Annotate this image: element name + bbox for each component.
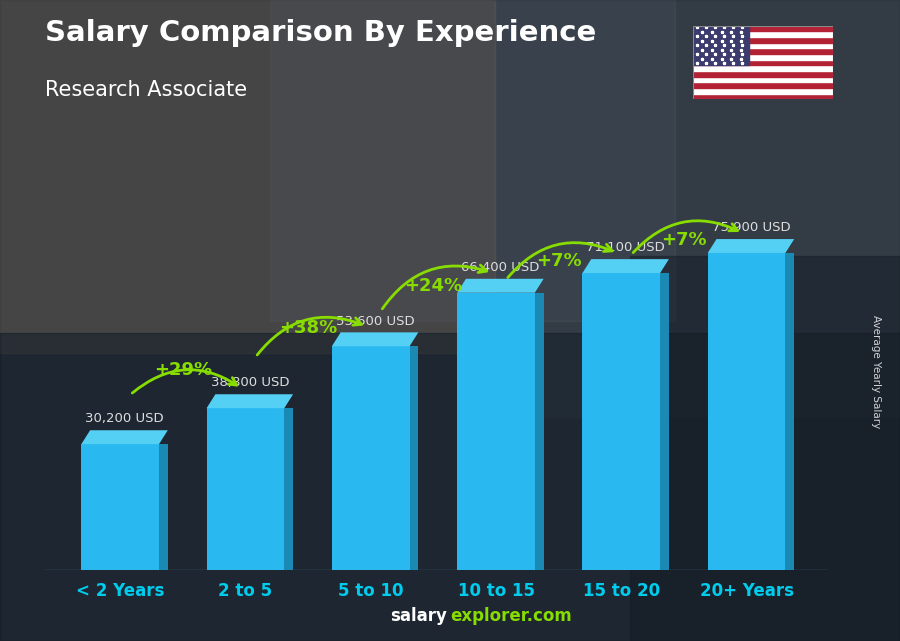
Text: 71,100 USD: 71,100 USD (586, 242, 665, 254)
Polygon shape (284, 408, 293, 570)
Polygon shape (582, 273, 660, 570)
Text: Research Associate: Research Associate (45, 80, 248, 100)
Polygon shape (457, 279, 544, 293)
Text: Salary Comparison By Experience: Salary Comparison By Experience (45, 19, 596, 47)
Polygon shape (707, 239, 794, 253)
Bar (693, 71, 832, 77)
Polygon shape (332, 346, 410, 570)
Text: 66,400 USD: 66,400 USD (461, 261, 540, 274)
Bar (693, 60, 832, 65)
Bar (693, 26, 749, 65)
Text: +29%: +29% (154, 361, 211, 379)
Text: +38%: +38% (279, 319, 338, 337)
Text: +7%: +7% (536, 252, 581, 270)
Bar (693, 88, 832, 94)
Bar (693, 48, 832, 54)
Polygon shape (207, 408, 284, 570)
Polygon shape (410, 346, 418, 570)
Polygon shape (535, 293, 544, 570)
Text: 38,800 USD: 38,800 USD (211, 376, 289, 390)
Bar (693, 37, 832, 43)
Text: +7%: +7% (662, 231, 706, 249)
Text: +24%: +24% (404, 277, 463, 295)
Text: 30,200 USD: 30,200 USD (86, 412, 164, 426)
Polygon shape (457, 293, 535, 570)
Text: 53,600 USD: 53,600 USD (336, 315, 414, 328)
Polygon shape (81, 430, 167, 444)
Polygon shape (707, 253, 786, 570)
Polygon shape (81, 444, 159, 570)
Text: explorer.com: explorer.com (450, 607, 572, 625)
Bar (693, 77, 832, 82)
Bar (693, 65, 832, 71)
Polygon shape (332, 332, 419, 346)
Polygon shape (660, 273, 669, 570)
Bar (693, 31, 832, 37)
Bar (693, 54, 832, 60)
Bar (693, 43, 832, 48)
Bar (693, 26, 832, 31)
Polygon shape (207, 394, 293, 408)
Polygon shape (159, 444, 167, 570)
Polygon shape (582, 259, 669, 273)
Bar (693, 94, 832, 99)
Text: salary: salary (391, 607, 447, 625)
Polygon shape (786, 253, 794, 570)
Text: 75,900 USD: 75,900 USD (712, 221, 790, 235)
Text: Average Yearly Salary: Average Yearly Salary (870, 315, 881, 428)
Bar (693, 82, 832, 88)
